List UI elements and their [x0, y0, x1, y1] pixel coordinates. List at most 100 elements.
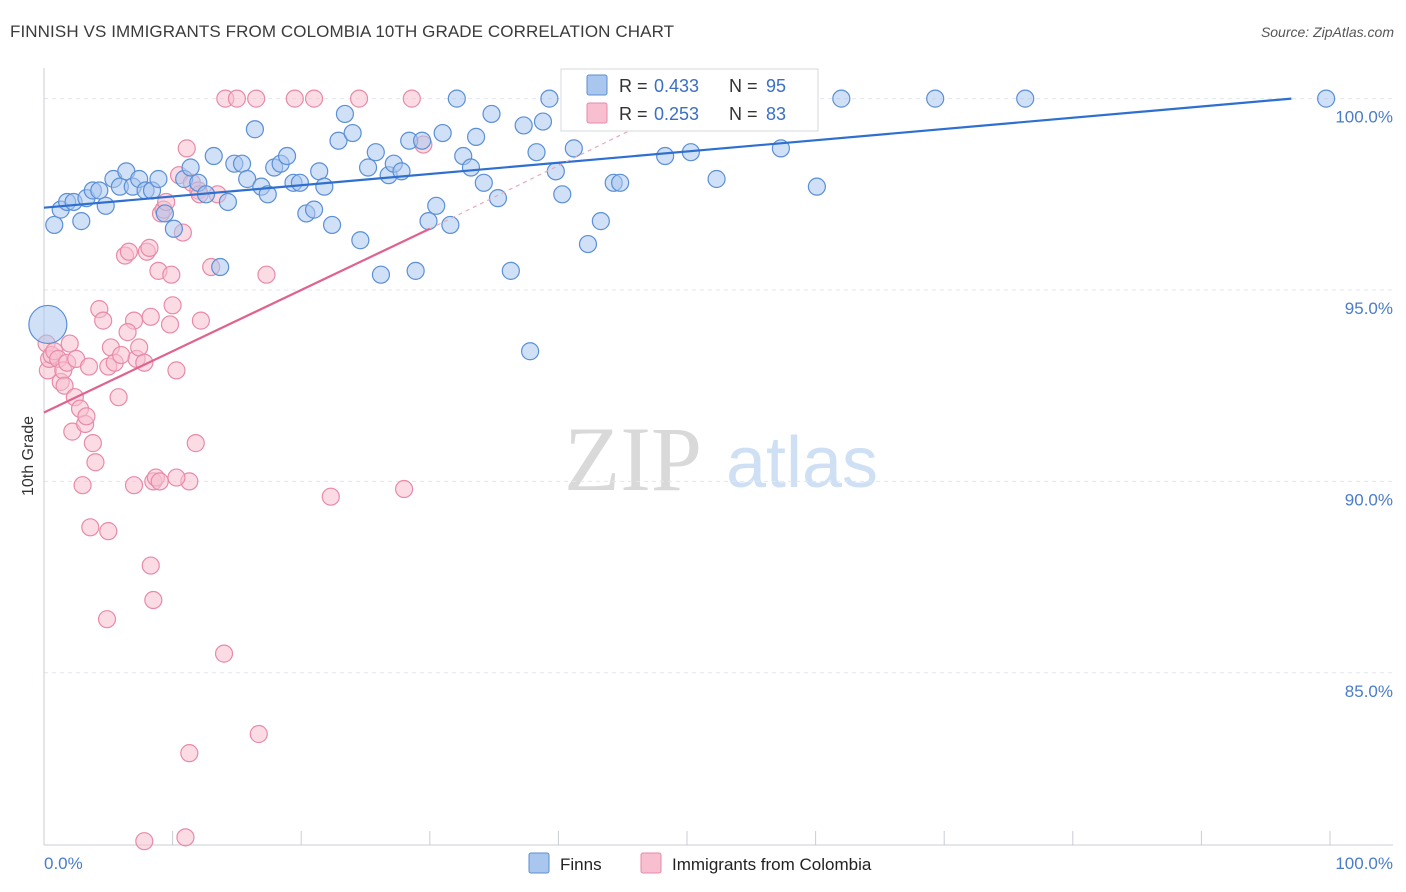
colombia-point-79	[162, 265, 181, 284]
colombia-point-61	[349, 89, 369, 108]
finns-point-58	[433, 123, 452, 143]
colombia-point-70	[214, 644, 234, 663]
colombia-point-52	[191, 311, 210, 330]
finns-point-66	[488, 189, 508, 208]
trend-line-colombia	[43, 227, 431, 414]
finns-point-73	[546, 162, 565, 181]
finns-point-41	[315, 177, 334, 196]
finns-point-9	[96, 196, 115, 215]
finns-point-0	[28, 304, 68, 345]
legend-top-n-label-finns: N =	[729, 76, 758, 96]
finns-point-8	[90, 181, 109, 200]
finns-point-56	[419, 212, 438, 231]
finns-point-5	[72, 212, 91, 231]
colombia-point-18	[81, 518, 100, 537]
y-tick-label-90: 90.0%	[1345, 490, 1393, 509]
colombia-point-29	[119, 242, 138, 261]
finns-point-72	[540, 89, 559, 108]
finns-point-28	[232, 154, 252, 173]
legend-swatch-colombia	[640, 852, 662, 874]
colombia-point-60	[304, 89, 324, 108]
y-tick-labels: 85.0% 90.0% 95.0% 100.0%	[1335, 108, 1393, 701]
colombia-point-27	[112, 345, 131, 365]
colombia-point-56	[227, 89, 246, 108]
colombia-point-62	[394, 479, 414, 499]
legend-label-finns: Finns	[560, 855, 602, 874]
trend-line-finns	[43, 97, 1292, 209]
legend-top-r-value-finns: 0.433	[654, 76, 699, 96]
finns-point-90	[1016, 89, 1035, 108]
legend-top-swatch-colombia	[586, 102, 608, 124]
source-credit: Source: ZipAtlas.com	[1260, 24, 1394, 40]
finns-point-55	[412, 131, 432, 150]
legend-bottom: Finns Immigrants from Colombia	[528, 852, 872, 874]
colombia-point-73	[135, 832, 154, 851]
legend-top: R = 0.433 N = 95 R = 0.253 N = 83	[560, 68, 819, 132]
legend-label-colombia: Immigrants from Colombia	[672, 855, 872, 874]
colombia-point-82	[79, 357, 99, 376]
finns-point-88	[832, 89, 851, 108]
watermark-zip: ZIP	[564, 408, 702, 510]
finns-point-45	[343, 123, 362, 143]
finns-point-89	[926, 89, 945, 108]
series-finns-points	[28, 89, 1336, 361]
finns-point-84	[707, 169, 726, 189]
finns-point-47	[358, 158, 378, 177]
colombia-point-19	[83, 434, 102, 453]
colombia-point-47	[177, 139, 196, 158]
legend-swatch-finns	[528, 852, 550, 874]
finns-point-24	[204, 146, 223, 166]
colombia-point-58	[257, 265, 276, 284]
legend-top-r-label-colombia: R =	[619, 104, 648, 124]
colombia-point-65	[321, 487, 340, 506]
colombia-point-68	[141, 556, 160, 575]
finns-point-48	[366, 143, 385, 162]
legend-top-r-label-finns: R =	[619, 76, 648, 96]
finns-point-68	[514, 116, 533, 135]
finns-point-79	[611, 173, 630, 192]
colombia-point-74	[176, 828, 195, 847]
finns-point-75	[564, 139, 583, 158]
finns-point-57	[427, 196, 446, 215]
legend-top-r-value-colombia: 0.253	[654, 104, 699, 124]
y-tick-label-100: 100.0%	[1335, 108, 1393, 127]
finns-point-59	[441, 215, 460, 235]
colombia-point-57	[247, 89, 266, 108]
finns-point-39	[304, 200, 324, 219]
x-tick-label-100: 100.0%	[1335, 854, 1393, 873]
finns-point-1	[45, 215, 64, 235]
finns-point-17	[149, 169, 168, 189]
finns-point-67	[501, 261, 520, 280]
colombia-point-20	[86, 453, 105, 472]
finns-point-77	[591, 212, 610, 231]
finns-point-43	[329, 131, 348, 150]
colombia-point-35	[141, 307, 160, 326]
finns-point-26	[218, 192, 237, 212]
colombia-point-43	[163, 296, 182, 315]
finns-point-49	[371, 265, 391, 284]
colombia-point-71	[249, 724, 268, 744]
finns-point-62	[461, 158, 481, 177]
chart-title: FINNISH VS IMMIGRANTS FROM COLOMBIA 10TH…	[10, 22, 675, 41]
finns-point-64	[474, 173, 493, 192]
finns-point-21	[181, 158, 200, 177]
colombia-point-59	[285, 89, 304, 108]
x-tick-label-0: 0.0%	[44, 854, 83, 873]
colombia-point-63	[402, 89, 421, 108]
finns-point-40	[310, 162, 329, 181]
legend-top-n-value-finns: 95	[766, 76, 786, 96]
colombia-point-42	[160, 315, 180, 334]
axes	[43, 68, 1393, 846]
colombia-point-10	[60, 334, 79, 353]
y-tick-label-95: 95.0%	[1345, 299, 1393, 318]
legend-top-swatch-finns	[586, 74, 608, 96]
finns-point-19	[164, 219, 183, 238]
x-ticks	[43, 831, 1331, 845]
finns-point-74	[553, 185, 572, 204]
finns-point-87	[807, 177, 826, 196]
finns-point-63	[466, 127, 486, 146]
finns-point-35	[277, 146, 297, 166]
finns-point-76	[578, 234, 598, 254]
legend-top-n-value-colombia: 83	[766, 104, 786, 124]
